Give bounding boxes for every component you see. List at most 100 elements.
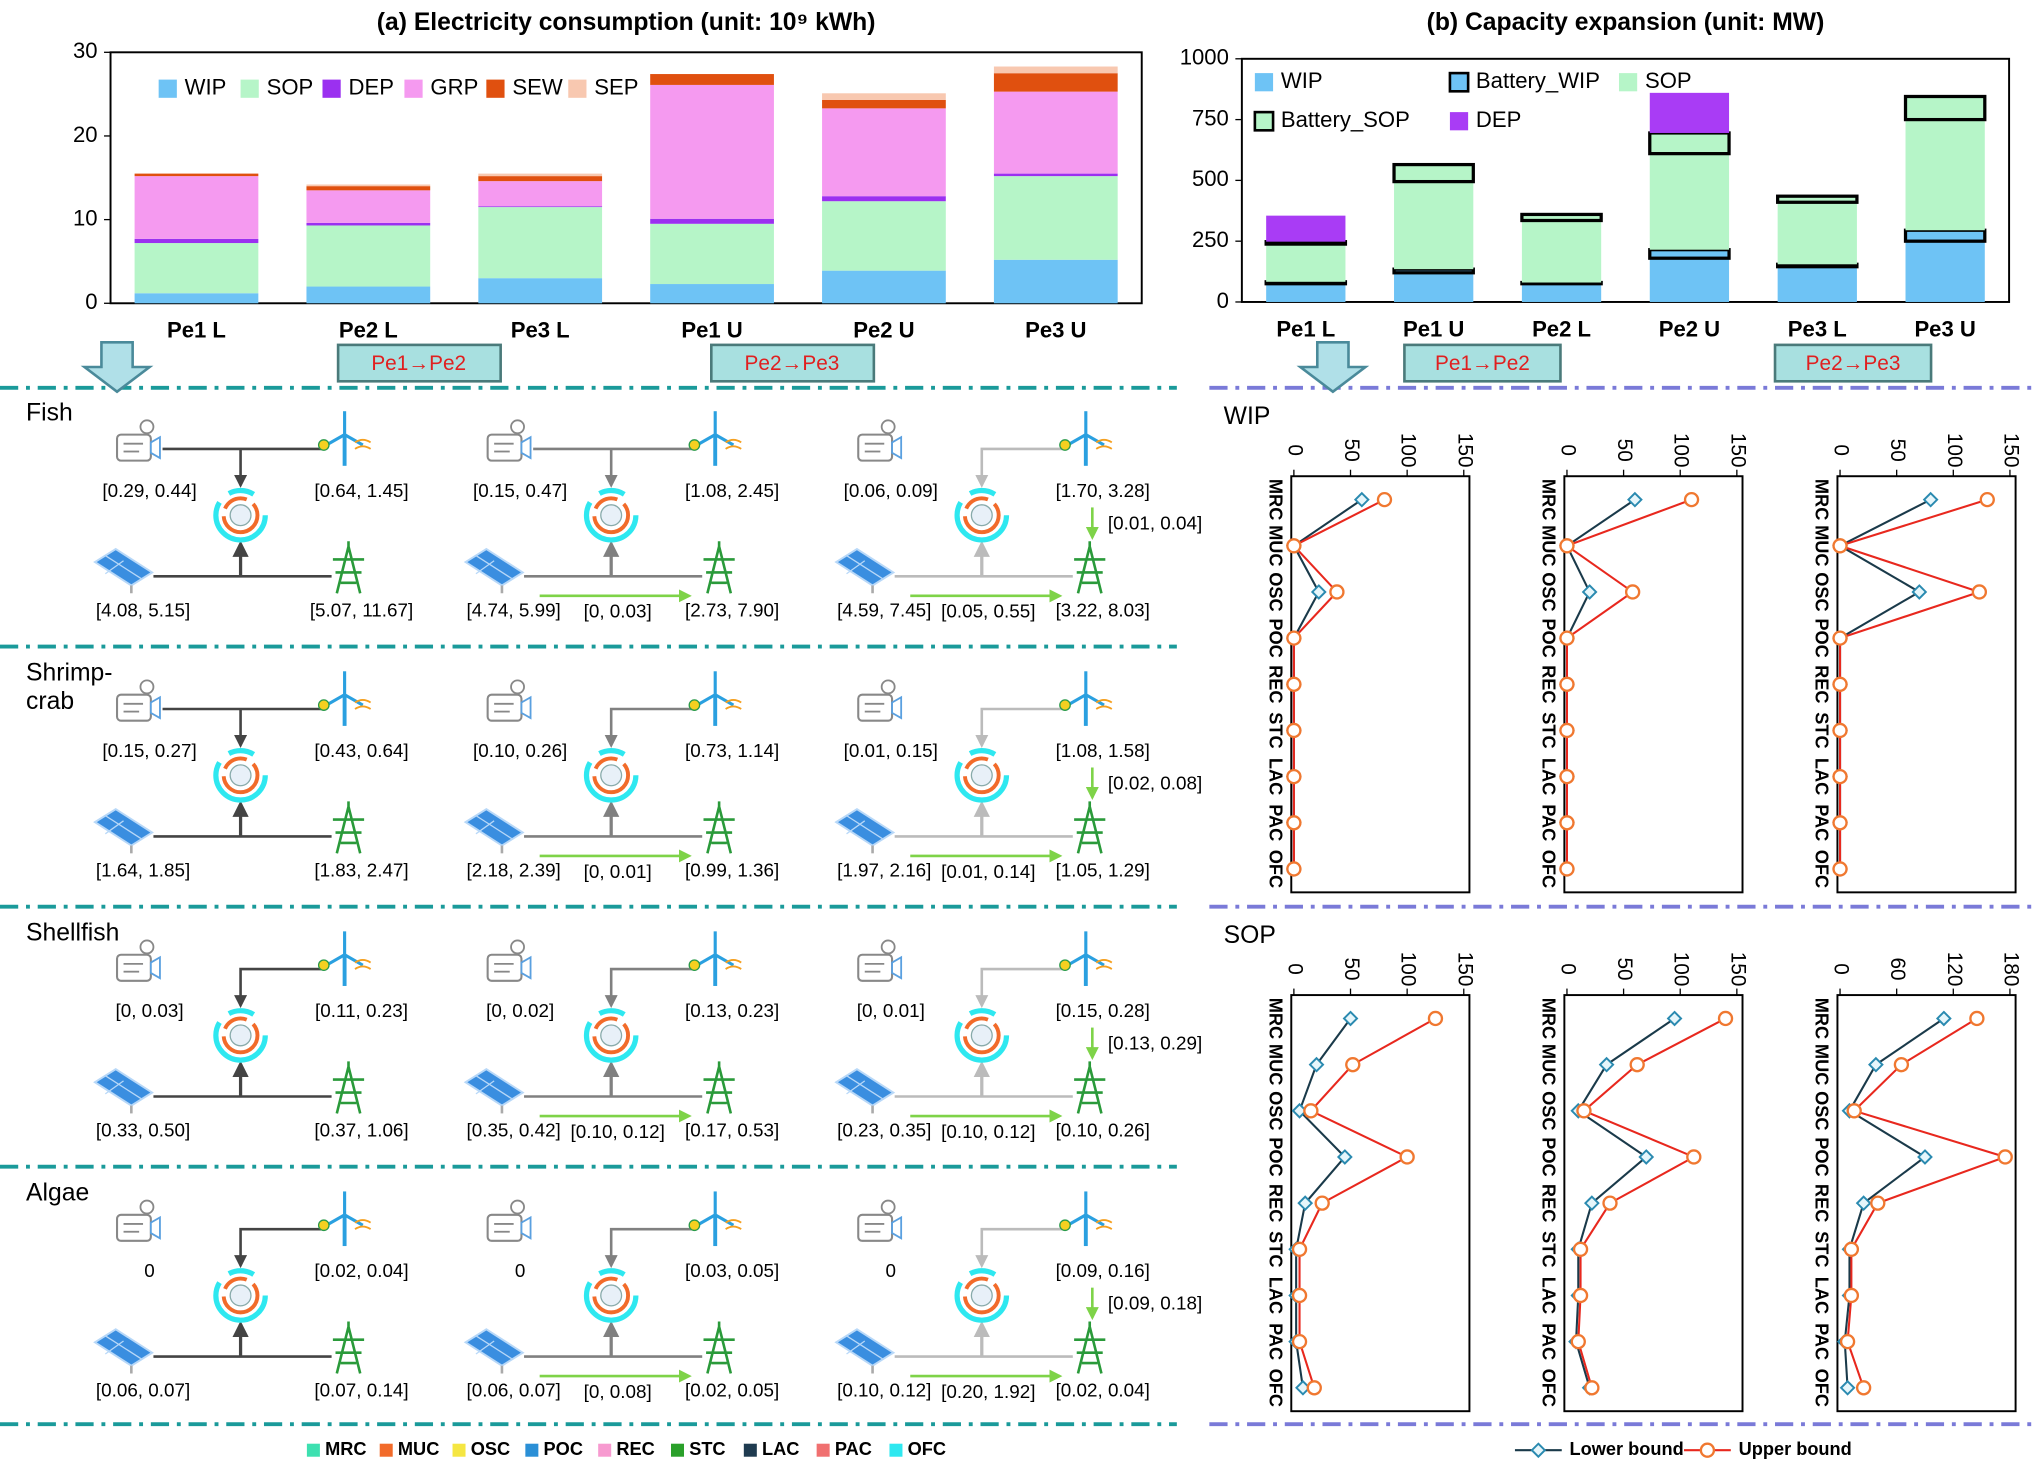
generator-detail	[880, 939, 896, 955]
bar-segment	[134, 243, 259, 294]
marker	[1314, 1195, 1330, 1211]
solar-grid	[846, 560, 866, 575]
bar-segment	[822, 270, 946, 304]
marker	[1627, 491, 1643, 508]
wind-wave	[1095, 698, 1113, 710]
value-label: [0.10, 0.26]	[473, 740, 567, 761]
pylon	[1074, 1061, 1106, 1114]
pylon	[703, 801, 735, 854]
chart-title: (a) Electricity consumption (unit: 10⁹ k…	[377, 9, 876, 36]
bar-segment	[478, 278, 603, 304]
legend-swatch	[743, 1443, 757, 1457]
value-label: [0.02, 0.05]	[685, 1380, 779, 1401]
marker	[1559, 815, 1575, 831]
solar-grid	[475, 555, 513, 580]
marker	[1832, 861, 1848, 877]
x-tick-label: Pe2 L	[339, 318, 398, 343]
generator-detail	[139, 1199, 155, 1215]
bar-segment	[993, 176, 1118, 260]
legend-label: WIP	[185, 75, 227, 100]
marker	[1717, 1010, 1734, 1027]
turbine-blade	[343, 1213, 364, 1227]
bar-segment	[134, 176, 259, 239]
y-tick-label: 0	[85, 289, 97, 314]
generator-body	[115, 693, 152, 722]
x-tick-label: 0	[1830, 963, 1853, 975]
marker	[1832, 722, 1848, 739]
bar-segment	[822, 93, 946, 100]
x-tick-label: 50	[1340, 957, 1363, 980]
legend-label: OFC	[908, 1439, 946, 1459]
sun	[317, 959, 330, 972]
marker	[1329, 584, 1345, 600]
bar-segment	[1903, 94, 1987, 122]
transition-box	[336, 343, 502, 383]
solar-grid	[475, 1340, 495, 1355]
marker	[1832, 676, 1848, 692]
x-tick-label: 50	[1613, 439, 1636, 462]
legend-swatch	[1448, 71, 1470, 93]
y-tick-label: 1000	[1180, 45, 1229, 70]
solar-grid	[846, 555, 884, 580]
generator-detail	[139, 679, 155, 695]
row-label: Shrimp-crab	[26, 659, 113, 716]
marker	[1855, 1195, 1872, 1212]
marker	[1893, 1056, 1910, 1073]
pylon	[332, 1321, 365, 1374]
marker	[1286, 861, 1302, 877]
value-label: [0.06, 0.07]	[467, 1380, 561, 1401]
marker	[1286, 722, 1302, 739]
x-tick-label: Pe1 U	[681, 318, 742, 343]
turbine-blade	[1066, 953, 1087, 967]
category-label: OFC	[1812, 1369, 1832, 1407]
category-label: REC	[1539, 1184, 1559, 1222]
bar-segment	[822, 99, 946, 109]
series-line	[1837, 498, 1932, 869]
plot-frame	[1290, 475, 1471, 894]
generator-detail	[880, 419, 896, 435]
category-label: POC	[1266, 618, 1286, 657]
marker	[1581, 584, 1598, 600]
legend-marker	[1699, 1442, 1716, 1458]
category-label: PAC	[1539, 1323, 1559, 1360]
category-label: OSC	[1539, 1091, 1559, 1130]
value-label: [0, 0.01]	[584, 861, 652, 882]
marker	[1286, 815, 1302, 831]
marker	[1666, 1010, 1683, 1027]
legend-swatch	[379, 1443, 393, 1457]
turbine-blade	[343, 693, 364, 707]
category-label: OSC	[1266, 1091, 1286, 1130]
solar-grid	[104, 1335, 143, 1360]
marker	[1308, 1056, 1325, 1073]
bar-segment	[650, 84, 774, 219]
category-label: OFC	[1266, 1369, 1286, 1407]
generator-body	[486, 433, 523, 462]
category-label: REC	[1266, 665, 1286, 703]
system-diagram: [0.15, 0.47] [1.08, 2.45] [4.74, 5.99] [2.7…	[463, 411, 779, 622]
generator-detail	[149, 435, 161, 460]
flow-arrow	[234, 967, 326, 1009]
legend-label: DEP	[1476, 107, 1521, 132]
bar-segment	[650, 218, 774, 224]
wind-wave	[354, 1219, 372, 1230]
system-diagram: [0.06, 0.09] [1.70, 3.28] [4.59, 7.45] [3.2…	[834, 411, 1202, 622]
marker	[1427, 1010, 1444, 1027]
flow-arrow	[604, 1227, 696, 1269]
legend-swatch	[525, 1443, 539, 1457]
legend-label: SEW	[512, 75, 562, 100]
transition-label: Pe1→Pe2	[1435, 352, 1530, 375]
value-label: [0.01, 0.14]	[941, 861, 1035, 882]
row-label: Fish	[26, 399, 73, 427]
marker	[1286, 538, 1302, 554]
turbine-blade	[696, 433, 716, 447]
value-label: [0, 0.03]	[584, 601, 652, 622]
wind-wave	[354, 698, 372, 710]
plot-frame	[1240, 57, 2011, 303]
transition-box	[1403, 343, 1562, 383]
series-line	[1292, 498, 1363, 869]
category-label: REC	[1812, 1184, 1832, 1222]
wind-wave	[725, 1219, 742, 1230]
generator-body	[115, 953, 152, 982]
category-label: MUC	[1812, 525, 1832, 566]
marker	[1559, 768, 1575, 785]
